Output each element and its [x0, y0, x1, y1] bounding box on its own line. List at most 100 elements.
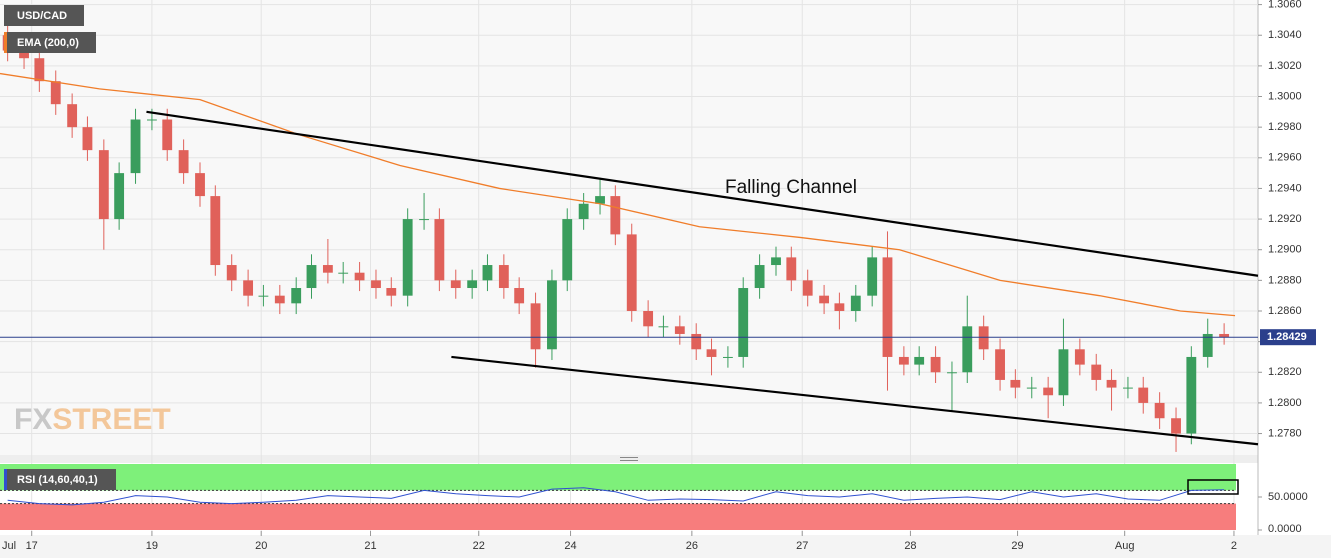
candle-body: [386, 288, 397, 296]
candle-body: [882, 257, 893, 357]
candle-body: [1074, 349, 1085, 365]
candle-body: [562, 219, 573, 281]
x-month-label: Jul: [2, 540, 16, 552]
candle-body: [658, 326, 669, 328]
candle-body: [1106, 379, 1117, 388]
candle-body: [82, 127, 93, 151]
y-tick-label: 0.0000: [1268, 523, 1302, 535]
candle-body: [1058, 349, 1069, 396]
y-tick-label: 1.2940: [1268, 182, 1302, 194]
candle-body: [850, 295, 861, 311]
x-tick-label: 20: [255, 540, 267, 552]
candle-body: [802, 280, 813, 296]
candle-body: [578, 203, 589, 220]
highlight-box: [1187, 479, 1239, 495]
candle-body: [338, 272, 349, 274]
candle-body: [1026, 387, 1037, 389]
candle-body: [1171, 418, 1181, 434]
candle-body: [834, 303, 845, 311]
candle-body: [130, 119, 141, 174]
x-tick-label: 22: [473, 540, 485, 552]
candle-body: [147, 119, 157, 121]
candle-body: [819, 295, 830, 304]
candle-body: [1043, 387, 1054, 396]
candle-body: [67, 104, 78, 128]
current-price-label: 1.28429: [1267, 331, 1307, 343]
candle-body: [450, 280, 461, 289]
ema-box: [4, 32, 96, 53]
annotation: Falling Channel: [725, 177, 857, 198]
candle-body: [354, 272, 365, 281]
candle-body: [867, 257, 878, 296]
x-tick-label: 21: [364, 540, 376, 552]
candle-body: [610, 196, 621, 235]
candle-body: [19, 50, 29, 59]
candle-body: [498, 265, 509, 289]
x-tick-label: 24: [564, 540, 576, 552]
candle-body: [1202, 333, 1213, 357]
candle-body: [419, 219, 429, 221]
candle-body: [995, 349, 1005, 380]
candle-body: [930, 356, 941, 373]
y-tick-label: 1.2920: [1268, 213, 1302, 225]
x-axis-band: [0, 535, 1331, 558]
candle-body: [738, 288, 749, 357]
candle-body: [258, 295, 269, 297]
candle-body: [1091, 364, 1102, 380]
symbol-box: [4, 5, 84, 26]
candle-body: [947, 372, 957, 374]
candle-body: [1123, 387, 1133, 389]
candle-body: [1138, 387, 1149, 403]
y-tick-label: 1.2880: [1268, 274, 1302, 286]
candle-body: [514, 288, 525, 304]
ema-line: [0, 72, 1236, 317]
y-tick-label: 1.2820: [1268, 366, 1302, 378]
ema-swatch: [4, 32, 7, 53]
x-tick-label: Aug: [1115, 540, 1135, 552]
x-tick-label: 27: [796, 540, 808, 552]
candle-body: [1219, 333, 1230, 338]
candle-body: [195, 173, 205, 197]
candle-body: [1186, 356, 1197, 434]
candle-body: [898, 356, 909, 365]
x-tick-label: 17: [26, 540, 38, 552]
candle-body: [162, 119, 173, 151]
x-tick-label: 19: [146, 540, 158, 552]
y-tick-label: 1.2980: [1268, 121, 1302, 133]
symbol-label: USD/CAD: [17, 10, 67, 22]
candle-body: [722, 356, 733, 358]
candle-body: [691, 333, 702, 350]
candle-body: [291, 288, 302, 304]
candle-body: [706, 349, 717, 357]
candle-body: [674, 326, 685, 334]
candle-body: [98, 150, 109, 220]
candle-body: [978, 326, 989, 350]
x-tick-label: 26: [686, 540, 698, 552]
ema-label: EMA (200,0): [17, 37, 79, 49]
candle-body: [434, 219, 445, 281]
y-tick-label: 1.2800: [1268, 397, 1302, 409]
candle-body: [754, 265, 765, 289]
y-tick-label: 1.2780: [1268, 427, 1302, 439]
candle-body: [530, 303, 541, 350]
candle-body: [643, 310, 654, 327]
channel-line: [146, 110, 1259, 277]
y-tick-label: 1.2900: [1268, 244, 1302, 256]
price-panel: [0, 0, 1258, 455]
x-tick-label: 29: [1011, 540, 1023, 552]
plot-layer: 1.3060 1.3040 1.3020 1.3000 1.2980 1.2960 1.29…: [0, 0, 1316, 552]
candle-body: [34, 58, 45, 82]
candle-body: [786, 257, 797, 281]
candle-body: [482, 265, 493, 281]
candle-body: [178, 150, 189, 174]
candle-body: [50, 81, 61, 105]
candle-body: [962, 326, 973, 373]
candle-body: [243, 280, 254, 296]
x-tick-label: 28: [904, 540, 916, 552]
candle-body: [402, 219, 413, 296]
y-tick-label: 1.2860: [1268, 305, 1302, 317]
candle-body: [595, 196, 605, 204]
watermark: FX: [14, 403, 52, 436]
candle-body: [914, 356, 925, 365]
candle-body: [371, 280, 381, 289]
